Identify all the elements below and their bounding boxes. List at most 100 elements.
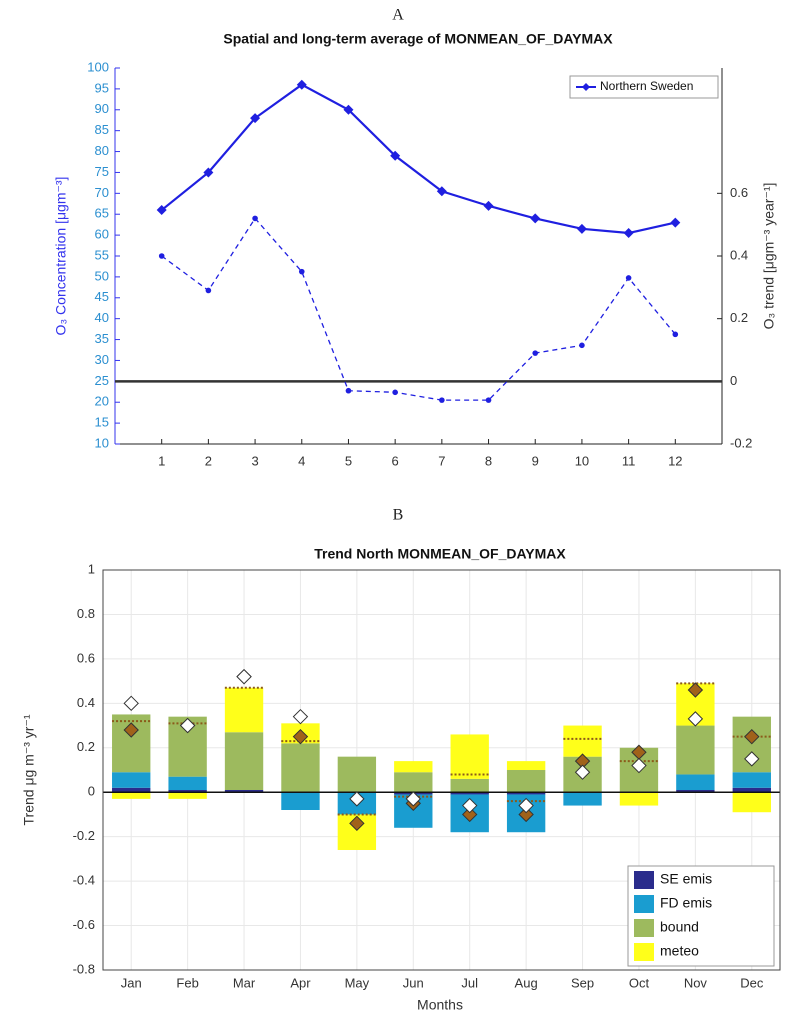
bar-segment: [224, 732, 264, 790]
point: [532, 350, 539, 356]
y2-axis-label: O₃ trend [μgm⁻³ year⁻¹]: [761, 183, 777, 330]
legend-label: Northern Sweden: [600, 79, 693, 93]
legend-swatch: [634, 943, 654, 961]
x-tick-label: Feb: [176, 975, 198, 990]
y-tick-label: 15: [95, 415, 109, 430]
bar-segment: [112, 792, 151, 799]
y-tick-label: 0: [88, 784, 95, 799]
x-tick-label: 9: [532, 453, 539, 468]
point: [205, 287, 212, 294]
y-axis-label: Trend μg m⁻³ yr⁻¹: [21, 714, 37, 825]
x-tick-label: 6: [392, 453, 399, 468]
y-tick-label: 20: [95, 394, 109, 409]
y-tick-label: -0.4: [73, 873, 95, 888]
point: [579, 342, 585, 349]
legend-label: FD emis: [660, 895, 712, 911]
bar-segment: [168, 792, 207, 799]
series-line: [161, 83, 676, 235]
x-tick-label: Jan: [121, 975, 142, 990]
point: [343, 104, 354, 115]
bar-segment: [224, 790, 264, 793]
legend-marker: [582, 83, 590, 91]
y-tick-label: 90: [95, 101, 109, 116]
x-tick-label: Mar: [233, 975, 256, 990]
x-tick-label: 10: [575, 453, 589, 468]
x-tick-label: Dec: [740, 975, 764, 990]
legend-label: meteo: [660, 943, 699, 959]
marker: [518, 806, 534, 823]
bar-segment: [112, 772, 151, 788]
marker: [292, 728, 309, 745]
point: [250, 113, 261, 124]
y-tick-label: 85: [95, 122, 109, 137]
y-tick-label: 75: [95, 164, 109, 179]
x-tick-label: 3: [251, 453, 258, 468]
marker: [179, 717, 196, 734]
bar-segment: [506, 770, 546, 793]
marker: [349, 791, 365, 807]
y-tick-label: 100: [87, 59, 109, 74]
y2-tick-label: 0: [730, 373, 737, 388]
y-tick-label: -0.2: [73, 828, 95, 843]
y-tick-label: 80: [95, 143, 109, 158]
y2-tick-label: 0.6: [730, 185, 748, 200]
marker: [462, 797, 478, 814]
x-tick-label: Aug: [515, 975, 538, 990]
legend-swatch: [634, 895, 654, 913]
x-tick-label: 5: [345, 453, 352, 468]
bar-segment: [732, 787, 771, 793]
bar-segment: [168, 790, 207, 793]
point: [623, 228, 634, 239]
bar-segment: [112, 787, 151, 793]
bar-segment: [732, 772, 771, 788]
bar-segment: [337, 756, 377, 793]
marker: [744, 751, 760, 767]
y-tick-label: 95: [95, 80, 109, 95]
y-tick-label: -0.8: [73, 961, 95, 976]
y-tick-label: 25: [95, 373, 109, 388]
point: [483, 200, 494, 211]
bar-segment: [676, 725, 715, 775]
point: [576, 223, 587, 234]
point: [439, 397, 445, 403]
y-tick-label: 50: [95, 268, 109, 283]
legend-box: [569, 75, 719, 99]
legend-swatch: [634, 919, 654, 937]
bar-segment: [619, 792, 659, 806]
x-tick-label: 1: [158, 453, 165, 468]
marker: [631, 757, 647, 774]
y2-tick-label: 0.4: [730, 247, 748, 262]
point: [390, 150, 401, 161]
y-tick-label: 30: [95, 352, 109, 367]
marker: [518, 797, 534, 814]
point: [345, 387, 352, 394]
bar-segment: [450, 792, 489, 795]
x-axis-label: Months: [417, 997, 463, 1013]
marker: [462, 806, 478, 823]
x-tick-label: May: [345, 975, 370, 990]
panel-label: B: [393, 507, 404, 524]
y-tick-label: 0.2: [77, 739, 95, 754]
point: [203, 167, 214, 178]
x-tick-label: 7: [438, 453, 445, 468]
bar-segment: [224, 687, 264, 733]
y-tick-label: 55: [95, 247, 109, 262]
marker: [292, 708, 309, 725]
x-tick-label: Jul: [461, 975, 478, 990]
y-tick-label: 65: [95, 206, 109, 221]
y2-tick-label: 0.2: [730, 310, 748, 325]
point: [296, 79, 307, 90]
point: [670, 217, 681, 228]
bar-segment: [394, 761, 433, 773]
marker: [687, 711, 704, 727]
point: [672, 331, 679, 338]
point: [436, 186, 447, 197]
marker: [687, 682, 704, 698]
bar-segment: [676, 774, 715, 790]
point: [392, 389, 398, 396]
x-tick-label: 4: [298, 453, 305, 468]
y-tick-label: 35: [95, 331, 109, 346]
x-tick-label: Sep: [571, 975, 594, 990]
y-tick-label: 0.8: [77, 606, 95, 621]
